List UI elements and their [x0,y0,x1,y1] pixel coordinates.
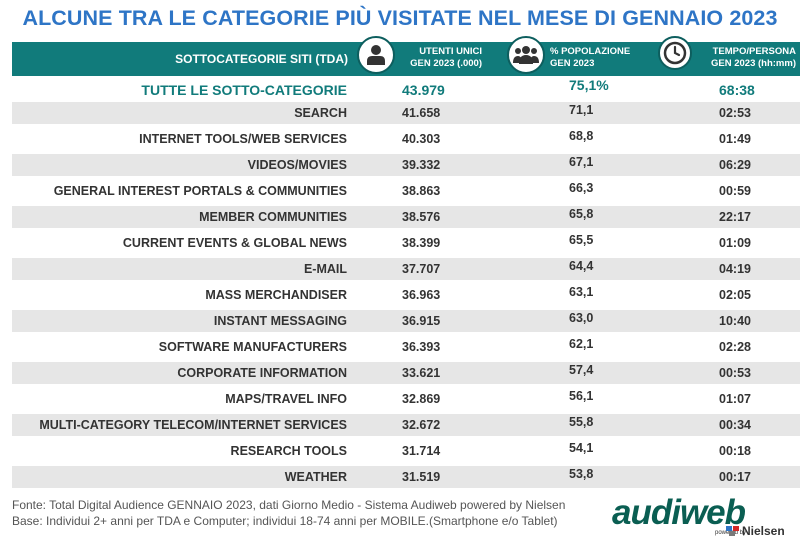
category-name: MASS MERCHANDISER [205,288,347,302]
time-value: 00:59 [719,184,751,198]
total-users: 43.979 [402,82,445,98]
time-value: 06:29 [719,158,751,172]
time-value: 01:49 [719,132,751,146]
category-name: VIDEOS/MOVIES [247,158,347,172]
pop-value: 62,1 [569,337,594,351]
category-name: INSTANT MESSAGING [213,314,347,328]
users-value: 40.303 [402,132,441,146]
table-row: E-MAIL 37.707 64,4 04:19 [12,258,800,280]
table-row: GENERAL INTEREST PORTALS & COMMUNITIES 38… [12,180,800,202]
clock-icon [658,36,692,70]
category-name: SEARCH [294,106,347,120]
table-row: WEATHER 31.519 53,8 00:17 [12,466,800,488]
pop-value: 54,1 [569,441,594,455]
logo-partner: Nielsen [742,524,785,538]
table-row: MAPS/TRAVEL INFO 32.869 56,1 01:07 [12,388,800,410]
total-pop: 75,1% [569,77,609,93]
total-time: 68:38 [719,82,755,98]
header-time: TEMPO/PERSONA GEN 2023 (hh:mm) [711,46,796,69]
category-name: MAPS/TRAVEL INFO [225,392,347,406]
users-value: 36.963 [402,288,441,302]
footer-note: Fonte: Total Digital Audience GENNAIO 20… [12,497,565,529]
header-pop: % POPOLAZIONE GEN 2023 [550,46,631,69]
time-value: 00:17 [719,470,751,484]
category-name: GENERAL INTEREST PORTALS & COMMUNITIES [53,184,347,198]
category-name: MEMBER COMMUNITIES [199,210,347,224]
logo-brand: audiweb [612,493,746,532]
pop-value: 63,1 [569,285,594,299]
person-icon [357,36,395,74]
users-value: 36.915 [402,314,441,328]
pop-value: 68,8 [569,129,594,143]
users-value: 32.672 [402,418,441,432]
footer-source: Fonte: Total Digital Audience GENNAIO 20… [12,498,566,512]
category-name: CURRENT EVENTS & GLOBAL NEWS [122,236,347,250]
users-value: 33.621 [402,366,441,380]
time-value: 04:19 [719,262,751,276]
time-value: 00:34 [719,418,751,432]
time-value: 00:18 [719,444,751,458]
total-row: TUTTE LE SOTTO-CATEGORIE 43.979 75,1% 68… [12,77,800,101]
table-row: SOFTWARE MANUFACTURERS 36.393 62,1 02:28 [12,336,800,358]
table-row: CURRENT EVENTS & GLOBAL NEWS 38.399 65,5 01… [12,232,800,254]
users-value: 38.576 [402,210,441,224]
users-value: 32.869 [402,392,441,406]
table-row: RESEARCH TOOLS 31.714 54,1 00:18 [12,440,800,462]
audiweb-logo: audiweb powered by Nielsen [612,494,798,540]
nielsen-mark-icon [726,526,739,536]
table-header: SOTTOCATEGORIE SITI (TDA) UTENTI UNICI G… [12,36,800,76]
table-row: MEMBER COMMUNITIES 38.576 65,8 22:17 [12,206,800,228]
users-value: 36.393 [402,340,441,354]
group-icon [507,36,545,74]
time-value: 02:53 [719,106,751,120]
table-row: INTERNET TOOLS/WEB SERVICES 40.303 68,8 01:… [12,128,800,150]
pop-value: 63,0 [569,311,594,325]
total-name: TUTTE LE SOTTO-CATEGORIE [141,82,347,98]
time-value: 01:07 [719,392,751,406]
category-name: SOFTWARE MANUFACTURERS [158,340,347,354]
category-name: E-MAIL [303,262,347,276]
pop-value: 71,1 [569,103,594,117]
pop-value: 66,3 [569,181,594,195]
time-value: 10:40 [719,314,751,328]
table-row: CORPORATE INFORMATION 33.621 57,4 00:53 [12,362,800,384]
category-name: CORPORATE INFORMATION [177,366,347,380]
time-value: 01:09 [719,236,751,250]
users-value: 38.399 [402,236,441,250]
time-value: 22:17 [719,210,751,224]
users-value: 41.658 [402,106,441,120]
table-row: SEARCH 41.658 71,1 02:53 [12,102,800,124]
pop-value: 55,8 [569,415,594,429]
users-value: 38.863 [402,184,441,198]
time-value: 00:53 [719,366,751,380]
time-value: 02:28 [719,340,751,354]
users-value: 31.714 [402,444,441,458]
category-name: MULTI-CATEGORY TELECOM/INTERNET SERVICES [39,418,347,432]
table-row: MASS MERCHANDISER 36.963 63,1 02:05 [12,284,800,306]
page-title: ALCUNE TRA LE CATEGORIE PIÙ VISITATE NEL… [22,6,778,30]
header-subcategory: SOTTOCATEGORIE SITI (TDA) [175,52,348,66]
table-row: VIDEOS/MOVIES 39.332 67,1 06:29 [12,154,800,176]
category-name: RESEARCH TOOLS [230,444,347,458]
table-row: MULTI-CATEGORY TELECOM/INTERNET SERVICES… [12,414,800,436]
users-value: 39.332 [402,158,441,172]
category-name: WEATHER [284,470,347,484]
pop-value: 64,4 [569,259,594,273]
pop-value: 56,1 [569,389,594,403]
table-row: INSTANT MESSAGING 36.915 63,0 10:40 [12,310,800,332]
users-value: 31.519 [402,470,441,484]
footer-base: Base: Individui 2+ anni per TDA e Comput… [12,514,558,528]
header-users: UTENTI UNICI GEN 2023 (.000) [410,46,482,69]
pop-value: 53,8 [569,467,594,481]
pop-value: 65,8 [569,207,594,221]
category-name: INTERNET TOOLS/WEB SERVICES [139,132,347,146]
time-value: 02:05 [719,288,751,302]
pop-value: 67,1 [569,155,594,169]
users-value: 37.707 [402,262,441,276]
pop-value: 65,5 [569,233,594,247]
pop-value: 57,4 [569,363,594,377]
